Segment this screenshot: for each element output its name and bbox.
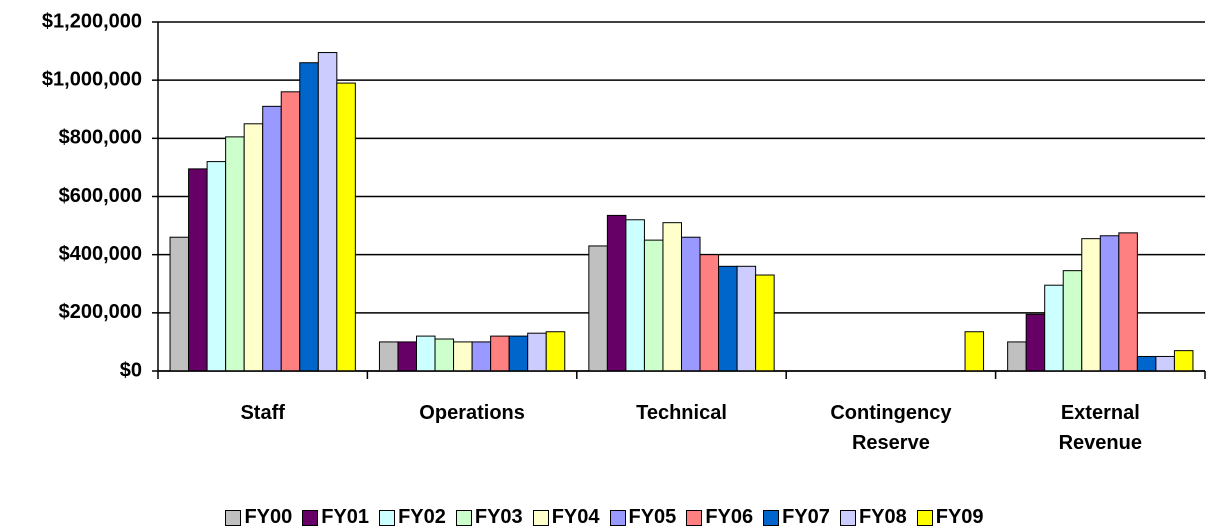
x-tick-label: Operations [419,402,525,424]
bar [736,265,757,372]
y-tick-label: $1,200,000 [42,10,142,32]
x-tick-label: Technical [636,402,727,424]
bar [1025,313,1046,372]
legend-item: FY00 [225,506,292,529]
legend-item: FY03 [455,506,523,529]
bar [1044,284,1064,372]
legend-label: FY06 [705,506,754,528]
legend-item: FY07 [763,506,830,529]
legend-label: FY04 [551,506,600,528]
bar [1155,355,1175,372]
bar [625,219,645,372]
bar [1173,350,1194,372]
legend-label: FY07 [782,506,830,528]
legend-swatch [302,509,319,526]
bar [262,105,282,372]
y-tick-label: $0 [120,359,142,381]
legend-label: FY03 [474,506,523,528]
bar [169,236,190,372]
x-tick-label: Staff [240,402,285,424]
bar [453,341,473,372]
legend-item: FY09 [916,506,984,529]
bar [397,341,418,372]
legend-item: FY02 [379,506,446,529]
legend-swatch [686,509,703,526]
legend-label: FY01 [321,506,370,528]
legend-label: FY08 [858,506,907,528]
bar [243,123,264,372]
x-tick-label: Contingency Reserve [830,402,952,454]
bar [588,245,608,372]
y-tick-label: $400,000 [59,243,142,265]
bar [206,161,227,372]
y-tick-label: $800,000 [59,127,142,149]
x-tick-label: External Revenue [1058,402,1142,454]
y-tick-label: $600,000 [59,185,142,207]
bar [280,91,301,372]
bar [699,254,720,372]
legend-item: FY05 [609,506,677,529]
legend-label: FY02 [398,506,446,528]
y-tick-label: $200,000 [59,301,142,323]
bar [378,341,399,372]
bar [490,335,510,372]
legend-swatch [916,509,933,526]
bar [317,52,338,372]
legend-label: FY00 [244,506,293,528]
legend-swatch [763,509,780,526]
bar [471,341,492,372]
legend-swatch [379,509,396,526]
bar [1136,355,1157,372]
bar [606,214,627,372]
bar [964,331,985,372]
legend: FY00 FY01 FY02 FY03 FY04 FY05 FY06 FY07 FY08 FY09 [0,506,1209,529]
bar [662,222,682,372]
legend-swatch [532,509,549,526]
bar [225,136,245,372]
legend-swatch [225,509,242,526]
y-tick-label: $1,000,000 [42,68,142,90]
legend-swatch [839,509,856,526]
bar [527,332,547,372]
bar [545,331,566,372]
bar [681,236,701,372]
bar [416,335,436,372]
bar [1118,232,1138,372]
bar [508,335,529,372]
bar [434,338,455,372]
legend-item: FY08 [839,506,907,529]
bar [1062,270,1083,372]
legend-item: FY06 [686,506,753,529]
legend-label: FY05 [628,506,677,528]
bar [1081,238,1101,372]
bar [643,239,664,372]
bar [188,168,208,372]
bar [336,82,356,372]
bar [299,62,319,372]
legend-swatch [609,509,626,526]
bar [1007,341,1027,372]
bar [1099,235,1120,372]
legend-item: FY04 [532,506,600,529]
legend-swatch [455,509,472,526]
bar [718,265,738,372]
legend-item: FY01 [302,506,369,529]
legend-label: FY09 [935,506,984,528]
bar [755,274,775,372]
